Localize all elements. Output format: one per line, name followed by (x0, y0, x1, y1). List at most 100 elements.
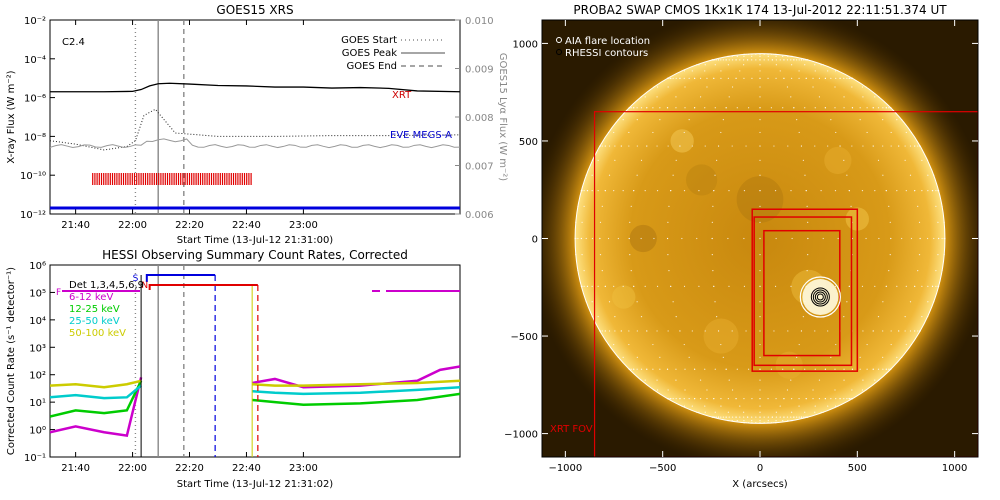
grid-dot (872, 145, 874, 147)
rhessi-legend-icon (556, 49, 562, 55)
grid-dot (805, 59, 807, 61)
grid-dot (814, 64, 816, 66)
grid-dot (775, 64, 777, 66)
grid-dot (798, 77, 800, 79)
grid-dot (743, 411, 745, 413)
grid-dot (607, 343, 610, 346)
grid-dot (802, 159, 804, 161)
grid-dot (796, 416, 798, 418)
xrt-fov-box (593, 111, 978, 457)
grid-dot (866, 107, 868, 109)
grid-dot (698, 285, 700, 287)
grid-dot (608, 145, 611, 147)
grid-dot (681, 405, 683, 407)
grid-dot (670, 285, 672, 287)
grid-dot (877, 159, 880, 161)
grid-dot (636, 330, 638, 332)
grid-dot (633, 368, 635, 370)
grid-dot (751, 59, 753, 61)
grid-dot (636, 145, 638, 147)
grid-dot (882, 356, 884, 358)
grid-dot (601, 145, 603, 147)
grid-dot (859, 368, 861, 370)
grid-dot (862, 379, 864, 381)
grid-dot (862, 96, 864, 98)
goes-legend-label: GOES Peak (342, 48, 397, 59)
grid-dot (688, 77, 690, 79)
grid-dot (938, 237, 940, 240)
grid-dot (770, 53, 772, 55)
grid-dot (787, 420, 789, 422)
grid-dot (774, 190, 777, 192)
grid-dot (696, 64, 698, 66)
grid-dot (711, 221, 713, 223)
grid-dot (843, 398, 845, 400)
grid-dot (782, 368, 784, 370)
grid-dot (667, 86, 669, 88)
grid-dot (711, 59, 713, 61)
grid-dot (843, 368, 845, 370)
grid-dot (646, 368, 648, 370)
grid-dot (787, 145, 789, 147)
grid-dot (636, 174, 638, 176)
grid-dot (807, 254, 809, 256)
grid-dot (941, 237, 943, 240)
grid-dot (712, 270, 714, 272)
grid-dot (591, 316, 594, 318)
grid-dot (914, 330, 916, 332)
grid-dot (851, 368, 854, 370)
grid-dot (926, 316, 929, 318)
grid-dot (731, 86, 734, 88)
grid-dot (835, 131, 837, 134)
grid-dot (888, 368, 890, 370)
grid-dot (839, 145, 841, 147)
grid-dot (775, 53, 777, 55)
grid-dot (644, 96, 646, 98)
grid-dot (822, 64, 824, 66)
swap-x-tick-label: 1000 (942, 463, 967, 474)
hessi-y-tick-label: 10⁵ (29, 288, 46, 299)
grid-dot (751, 416, 753, 418)
grid-dot (783, 416, 785, 418)
hessi-x-tick-label: 22:40 (232, 463, 261, 474)
grid-dot (807, 237, 809, 240)
grid-dot (668, 77, 670, 79)
grid-dot (914, 190, 916, 192)
grid-dot (640, 107, 643, 109)
grid-dot (735, 77, 737, 79)
grid-dot (748, 107, 750, 109)
grid-dot (743, 53, 746, 55)
grid-dot (812, 398, 814, 400)
goes-y-tick-label: 10⁻⁸ (24, 132, 46, 143)
grid-dot (941, 205, 943, 207)
grid-dot (720, 398, 722, 400)
grid-dot (683, 190, 686, 192)
grid-dot (901, 237, 903, 240)
goes-right-tick-label: 0.006 (465, 210, 494, 221)
grid-dot (763, 53, 765, 55)
grid-dot (798, 416, 800, 418)
grid-dot (706, 86, 708, 88)
grid-dot (636, 368, 638, 370)
grid-dot (656, 145, 658, 147)
hessi-x-tick-label: 23:00 (289, 463, 318, 474)
aia-flare-circle (799, 276, 841, 318)
grid-dot (580, 190, 582, 192)
grid-dot (866, 131, 868, 134)
grid-dot (577, 205, 579, 207)
grid-dot (935, 270, 937, 272)
grid-dot (814, 411, 816, 413)
grid-dot (720, 416, 722, 418)
grid-dot (759, 190, 761, 192)
goes-plot-frame (49, 19, 461, 215)
hessi-x-tick-label: 22:00 (118, 463, 147, 474)
grid-dot (716, 316, 718, 318)
hessi-legend-entry: 6-12 keV (69, 292, 113, 303)
grid-dot (628, 145, 630, 147)
grid-dot (731, 55, 733, 57)
grid-dot (775, 420, 777, 422)
grid-dot (834, 107, 836, 109)
grid-dot (941, 270, 943, 272)
grid-dot (872, 330, 874, 332)
grid-dot (885, 285, 887, 287)
